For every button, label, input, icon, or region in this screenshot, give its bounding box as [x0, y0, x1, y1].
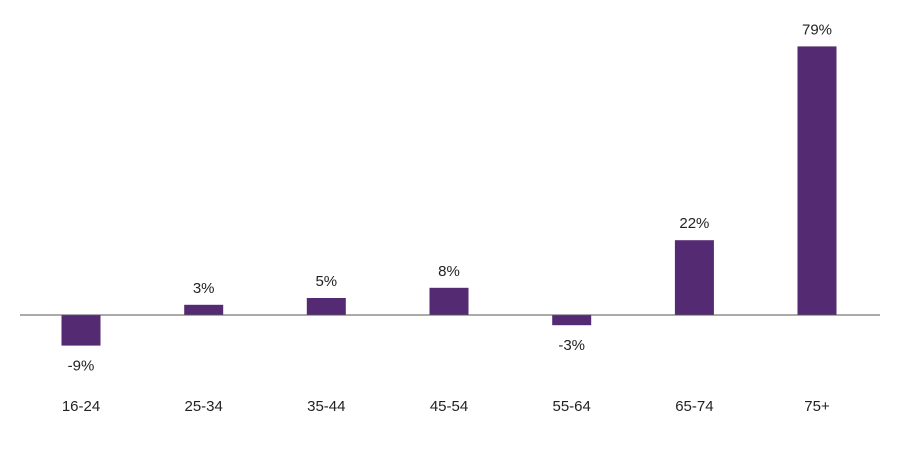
- bar-55-64: [552, 315, 592, 326]
- bars-layer: [61, 46, 837, 346]
- value-label-35-44: 5%: [315, 273, 337, 290]
- bar-25-34: [184, 304, 224, 315]
- category-label-35-44: 35-44: [307, 398, 345, 415]
- bar-45-54: [429, 287, 469, 315]
- bar-35-44: [306, 298, 346, 315]
- category-label-25-34: 25-34: [185, 398, 223, 415]
- category-label-65-74: 65-74: [675, 398, 713, 415]
- value-labels-layer: -9% 3% 5% 8% -3% 22% 79%: [68, 21, 832, 374]
- bar-65-74: [674, 240, 714, 315]
- bar-16-24: [61, 315, 101, 346]
- category-label-45-54: 45-54: [430, 398, 468, 415]
- value-label-25-34: 3%: [193, 280, 215, 297]
- value-label-75+: 79%: [802, 21, 832, 38]
- category-label-75+: 75+: [804, 398, 830, 415]
- category-label-55-64: 55-64: [553, 398, 591, 415]
- category-label-16-24: 16-24: [62, 398, 100, 415]
- value-label-45-54: 8%: [438, 263, 460, 280]
- value-label-55-64: -3%: [558, 337, 585, 354]
- category-labels-layer: 16-24 25-34 35-44 45-54 55-64 65-74 75+: [62, 398, 830, 415]
- value-label-16-24: -9%: [68, 358, 95, 375]
- value-label-65-74: 22%: [679, 215, 709, 232]
- bar-75+: [797, 46, 837, 316]
